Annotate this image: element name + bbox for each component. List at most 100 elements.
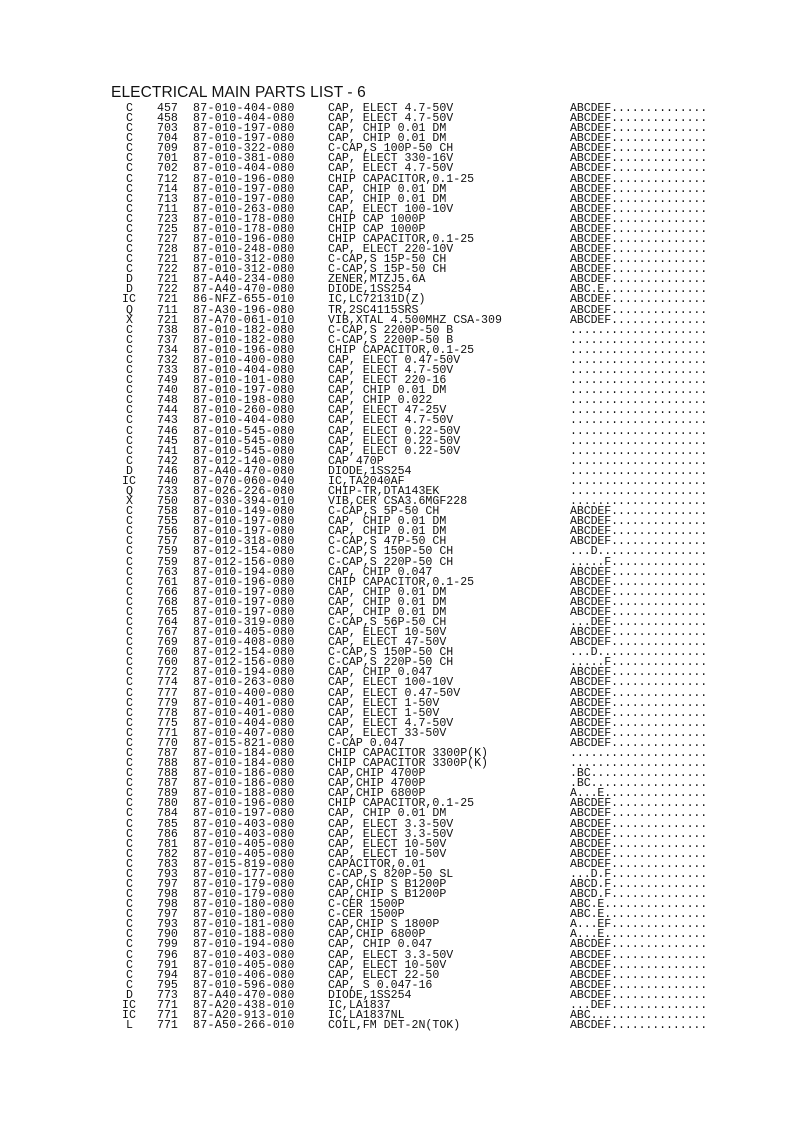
ref-number: 774	[157, 676, 178, 690]
model-mask: ABCDEF..............	[570, 988, 708, 1002]
part-type: C	[126, 333, 133, 347]
description: C-CAP,S 150P-50 CH	[328, 545, 454, 559]
table-row: C 786 87-010-403-080 CAP, ELECT 3.3-50V ABCD…	[0, 828, 793, 840]
ref-number: 799	[157, 938, 178, 952]
ref-number: 743	[157, 414, 178, 428]
part-number: 87-A40-470-080	[193, 464, 295, 478]
ref-number: 794	[157, 968, 178, 982]
ref-number: 458	[157, 112, 178, 126]
model-mask: ....................	[570, 333, 708, 347]
table-row: C 769 87-010-408-080 CAP, ELECT 47-50V ABCDE…	[0, 636, 793, 650]
table-row: C 728 87-010-248-080 CAP, ELECT 220-10V ABCD…	[0, 244, 793, 256]
part-type: IC	[122, 998, 136, 1012]
ref-number: 733	[157, 484, 178, 498]
part-type: C	[126, 787, 133, 801]
description: CAP, CHIP 0.01 DM	[328, 585, 447, 599]
ref-number: 725	[157, 222, 178, 236]
description: CAP,CHIP S B1200P	[328, 888, 447, 902]
part-number: 87-010-408-080	[193, 636, 295, 650]
table-row: C 797 87-010-180-080 C-CER 1500P ABC.E......…	[0, 908, 793, 922]
model-mask: ABCDEF..............	[570, 1019, 708, 1033]
description: CHIP CAPACITOR,0.1-25	[328, 233, 475, 247]
part-type: C	[126, 636, 133, 650]
description: CAP, ELECT 4.7-50V	[328, 102, 454, 115]
part-type: C	[126, 233, 133, 247]
part-number: 87-A40-470-080	[193, 988, 295, 1002]
table-row: C 722 87-010-312-080 C-CAP,S 15P-50 CH ABCDE…	[0, 263, 793, 277]
description: VIB,CER CSA3.6MGF228	[328, 495, 468, 509]
part-number: 87-012-140-080	[193, 454, 295, 468]
description: CAP, ELECT 4.7-50V	[328, 414, 454, 428]
part-type: IC	[122, 1009, 136, 1023]
description: CAP, CHIP 0.01 DM	[328, 807, 447, 821]
ref-number: 722	[157, 263, 178, 277]
model-mask: ABCDEF..............	[570, 313, 708, 327]
part-number: 87-010-404-080	[193, 364, 295, 378]
model-mask: ABCDEF..............	[570, 968, 708, 982]
ref-number: 733	[157, 364, 178, 378]
model-mask: ABC.E...............	[570, 908, 708, 922]
ref-number: 748	[157, 394, 178, 408]
ref-number: 745	[157, 434, 178, 448]
description: CAP, CHIP 0.01 DM	[328, 515, 447, 529]
ref-number: 457	[157, 102, 178, 115]
table-row: X 721 87-A70-061-010 VIB,XTAL 4.500MHZ CSA-…	[0, 313, 793, 327]
ref-number: 787	[157, 747, 178, 760]
table-row: L 771 87-A50-266-010 COIL,FM DET-2N(TOK) ABC…	[0, 1019, 793, 1033]
part-type: C	[126, 857, 133, 871]
model-mask: ....................	[570, 464, 708, 478]
model-mask: ...D................	[570, 545, 708, 559]
ref-number: 796	[157, 948, 178, 962]
page-title: ELECTRICAL MAIN PARTS LIST - 6	[111, 84, 366, 101]
description: CAP, ELECT 330-16V	[328, 152, 454, 166]
part-number: 87-030-394-010	[193, 495, 295, 509]
model-mask: ....................	[570, 394, 708, 408]
part-number: 87-010-545-080	[193, 444, 295, 458]
ref-number: 782	[157, 847, 178, 861]
part-type: C	[126, 565, 133, 579]
part-number: 87-010-260-080	[193, 404, 295, 418]
table-row: C 701 87-010-381-080 CAP, ELECT 330-16V ABCD…	[0, 152, 793, 166]
part-number: 87-010-197-080	[193, 182, 295, 196]
part-type: C	[126, 676, 133, 690]
table-row: C 759 87-012-154-080 C-CAP,S 150P-50 CH ...D…	[0, 545, 793, 559]
part-type: C	[126, 726, 133, 740]
table-row: IC 771 87-A20-913-010 IC,LA1837NL ABC.......…	[0, 1009, 793, 1023]
part-number: 87-010-186-080	[193, 767, 295, 781]
model-mask: .BC.................	[570, 777, 708, 791]
table-row: C 713 87-010-197-080 CAP, CHIP 0.01 DM ABCDE…	[0, 192, 793, 206]
ref-number: 755	[157, 515, 178, 529]
part-number: 87-010-186-080	[193, 777, 295, 791]
ref-number: 798	[157, 898, 178, 912]
table-row: C 789 87-010-188-080 CAP,CHIP 6800P A...E...…	[0, 787, 793, 801]
description: CAP, ELECT 0.47-50V	[328, 353, 461, 367]
table-row: D 773 87-A40-470-080 DIODE,1SS254 ABCDEF....…	[0, 988, 793, 1002]
part-number: 87-010-596-080	[193, 978, 295, 992]
model-mask: ABCDEF..............	[570, 938, 708, 952]
part-number: 87-A20-438-010	[193, 998, 295, 1012]
part-number: 87-010-197-080	[193, 192, 295, 206]
part-type: C	[126, 575, 133, 589]
ref-number: 740	[157, 474, 178, 488]
table-row: IC 721 86-NFZ-655-010 IC,LC72131D(Z) ABCDEF.…	[0, 294, 793, 306]
ref-number: 721	[157, 253, 178, 267]
part-type: C	[126, 202, 133, 216]
part-type: C	[126, 736, 133, 750]
description: C-CAP,S 220P-50 CH	[328, 656, 454, 670]
part-type: C	[126, 938, 133, 952]
ref-number: 779	[157, 696, 178, 710]
part-type: IC	[122, 474, 136, 488]
part-number: 87-010-180-080	[193, 908, 295, 922]
description: CAP, ELECT 1-50V	[328, 696, 440, 710]
part-type: C	[126, 686, 133, 700]
part-number: 87-010-180-080	[193, 898, 295, 912]
model-mask: ABCD.F..............	[570, 878, 708, 892]
part-type: C	[126, 626, 133, 640]
ref-number: 757	[157, 535, 178, 549]
part-number: 87-A50-266-010	[193, 1019, 295, 1033]
part-number: 87-012-156-080	[193, 656, 295, 670]
table-row: IC 771 87-A20-438-010 IC,LA1837 ...DEF......…	[0, 998, 793, 1012]
description: DIODE,1SS254	[328, 283, 412, 297]
description: CHIP CAPACITOR,0.1-25	[328, 797, 475, 811]
model-mask: A...E...............	[570, 787, 708, 801]
